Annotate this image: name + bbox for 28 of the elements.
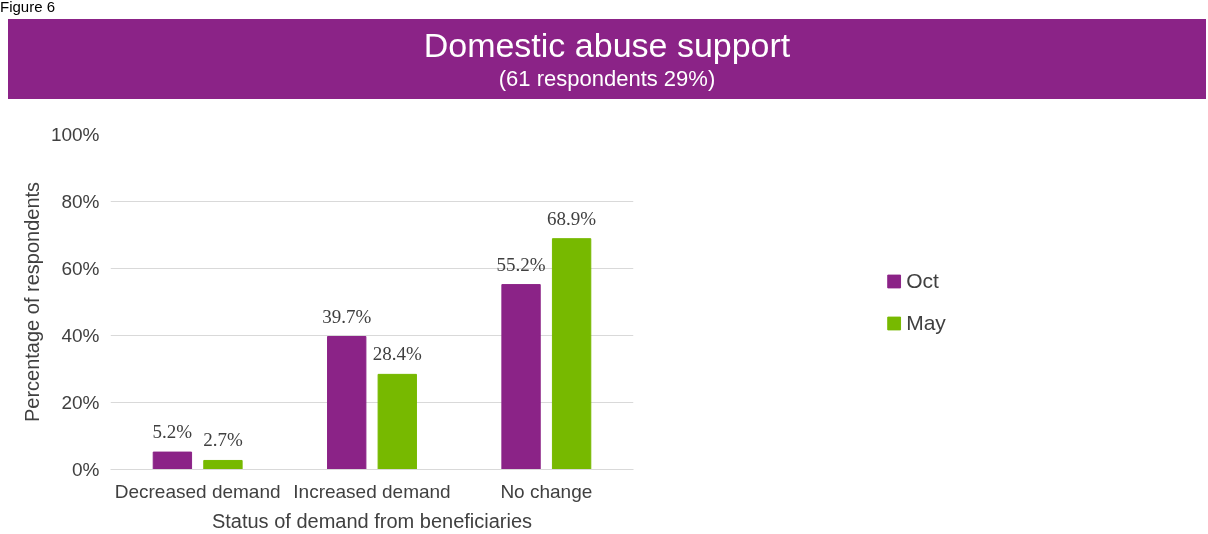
data-label: 55.2% [496,253,546,275]
data-label: 39.7% [322,305,372,327]
data-label: 68.9% [547,207,597,229]
y-tick-label: 80% [61,191,100,212]
legend-label: Oct [906,268,939,293]
x-tick-label: Increased demand [293,480,451,502]
bar [327,336,367,470]
y-tick-label: 100% [50,124,100,145]
bar [501,284,541,470]
data-label: 2.7% [203,429,243,451]
y-tick-label: 40% [61,325,100,346]
y-tick-label: 60% [61,258,100,279]
y-axis-title: Percentage of respondents [20,181,43,423]
bar [377,373,417,470]
chart-subtitle: (61 respondents 29%) [497,65,717,93]
chart-title: Domestic abuse support [423,25,791,65]
x-tick-label: No change [500,480,593,502]
data-label: 5.2% [152,421,193,443]
bar [551,238,592,470]
data-label: 28.4% [372,343,422,365]
bar [152,451,193,470]
x-axis-title: Status of demand from beneficiaries [211,509,533,532]
x-tick-label: Decreased demand [114,480,281,502]
bar [203,459,243,470]
caption: Figure 6 [0,0,56,15]
legend-label: May [906,310,946,335]
y-tick-label: 20% [61,392,100,413]
y-tick-label: 0% [72,459,100,480]
